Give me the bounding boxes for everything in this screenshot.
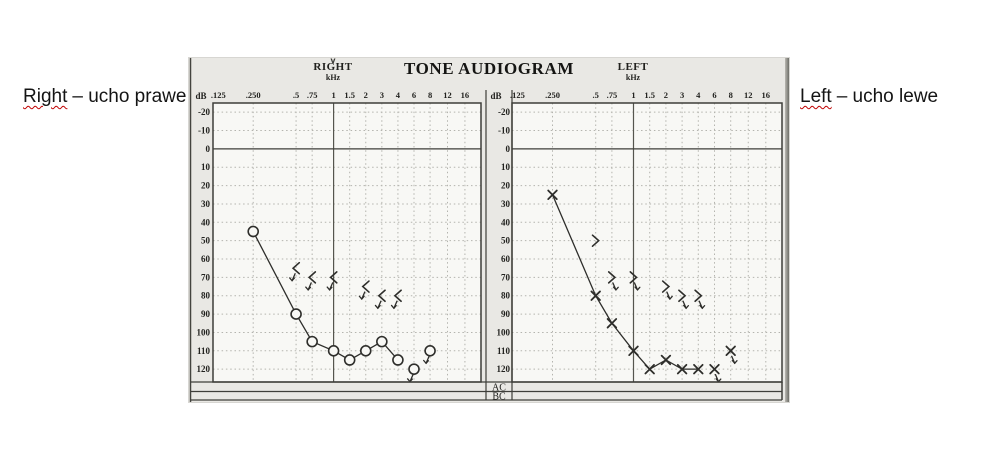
svg-text:70: 70 xyxy=(501,272,511,282)
svg-text:1.5: 1.5 xyxy=(344,90,355,100)
svg-text:110: 110 xyxy=(497,346,511,356)
left-bone-conduction xyxy=(591,234,600,247)
svg-text:10: 10 xyxy=(501,162,511,172)
svg-text:3: 3 xyxy=(380,90,384,100)
scan-edge-shadow xyxy=(785,58,789,402)
svg-text:.75: .75 xyxy=(607,90,618,100)
left-air-conduction-no-response xyxy=(709,345,738,383)
left-ear-annotation: Left – ucho lewe xyxy=(800,86,938,108)
left-ear-annotation-word: Left xyxy=(800,86,832,107)
svg-text:10: 10 xyxy=(201,162,211,172)
svg-text:16: 16 xyxy=(762,90,771,100)
svg-text:120: 120 xyxy=(497,364,511,374)
svg-text:16: 16 xyxy=(461,90,470,100)
right-ear-annotation: Right – ucho prawe xyxy=(23,86,186,108)
svg-text:8: 8 xyxy=(729,90,733,100)
svg-text:6: 6 xyxy=(412,90,416,100)
svg-text:80: 80 xyxy=(501,291,511,301)
svg-text:.125: .125 xyxy=(510,90,525,100)
svg-text:-20: -20 xyxy=(198,107,210,117)
svg-text:.250: .250 xyxy=(246,90,261,100)
check-mark: v xyxy=(330,58,336,65)
svg-text:1: 1 xyxy=(331,90,335,100)
form-title: TONE AUDIOGRAM xyxy=(403,59,575,78)
svg-text:70: 70 xyxy=(201,272,211,282)
svg-text:4: 4 xyxy=(696,90,701,100)
right-khz-label: kHz xyxy=(325,73,341,82)
svg-text:30: 30 xyxy=(501,199,511,209)
left-section-label: LEFT xyxy=(617,61,649,73)
svg-text:30: 30 xyxy=(201,199,211,209)
right-chart-axes: -20 -10 0 10 20 30 40 50 60 70 80 90 100 110 120 dB .125… xyxy=(195,90,469,374)
svg-text:1: 1 xyxy=(631,90,635,100)
svg-text:-20: -20 xyxy=(498,107,510,117)
svg-text:1.5: 1.5 xyxy=(644,90,655,100)
svg-text:dB: dB xyxy=(195,91,206,101)
right-section-header: RIGHT kHz xyxy=(273,61,393,82)
audiogram-scan: v RIGHT kHz TONE AUDIOGRAM LEFT kHz -20-… xyxy=(189,58,789,402)
left-chart-axes: -20 -10 0 10 20 30 40 50 60 70 80 90 100 110 120 dB .125… xyxy=(490,90,770,374)
svg-text:-10: -10 xyxy=(198,126,210,136)
right-bone-conduction-no-response xyxy=(289,261,402,310)
svg-text:90: 90 xyxy=(501,309,511,319)
right-section-label: RIGHT xyxy=(313,61,353,73)
svg-text:50: 50 xyxy=(201,236,211,246)
right-ear-chart: -20 -10 0 10 20 30 40 50 60 70 80 90 100 110 120 dB .125… xyxy=(195,90,482,383)
svg-text:AC: AC xyxy=(492,383,506,394)
svg-text:40: 40 xyxy=(201,217,211,227)
svg-text:0: 0 xyxy=(506,144,511,154)
svg-text:50: 50 xyxy=(501,236,511,246)
svg-text:12: 12 xyxy=(443,90,452,100)
svg-text:0: 0 xyxy=(206,144,211,154)
left-air-conduction xyxy=(547,189,704,375)
svg-text:BC: BC xyxy=(492,392,506,403)
svg-text:80: 80 xyxy=(201,291,211,301)
svg-text:100: 100 xyxy=(497,327,511,337)
svg-text:12: 12 xyxy=(744,90,753,100)
left-bone-conduction-no-response xyxy=(607,271,706,310)
right-air-conduction-no-response xyxy=(406,344,436,383)
svg-text:8: 8 xyxy=(428,90,432,100)
svg-text:-10: -10 xyxy=(498,126,510,136)
left-ear-annotation-translation: – ucho lewe xyxy=(836,86,939,107)
svg-text:4: 4 xyxy=(396,90,401,100)
svg-text:100: 100 xyxy=(197,327,211,337)
svg-text:60: 60 xyxy=(201,254,211,264)
svg-text:dB: dB xyxy=(490,91,501,101)
svg-text:.125: .125 xyxy=(211,90,226,100)
svg-text:90: 90 xyxy=(201,309,211,319)
svg-text:20: 20 xyxy=(501,181,511,191)
right-air-conduction xyxy=(247,225,404,366)
svg-text:120: 120 xyxy=(197,364,211,374)
svg-text:40: 40 xyxy=(501,217,511,227)
left-khz-label: kHz xyxy=(625,73,641,82)
left-section-header: LEFT kHz xyxy=(573,61,693,82)
svg-text:60: 60 xyxy=(501,254,511,264)
svg-text:6: 6 xyxy=(712,90,716,100)
svg-text:110: 110 xyxy=(197,346,211,356)
svg-text:.250: .250 xyxy=(545,90,560,100)
svg-text:.75: .75 xyxy=(307,90,318,100)
left-ear-chart: -20 -10 0 10 20 30 40 50 60 70 80 90 100 110 120 dB .125… xyxy=(490,90,783,383)
svg-text:20: 20 xyxy=(201,181,211,191)
right-ear-annotation-word: Right xyxy=(23,86,68,107)
right-ear-annotation-translation: – ucho prawe xyxy=(72,86,187,107)
svg-text:3: 3 xyxy=(680,90,684,100)
svg-text:2: 2 xyxy=(364,90,368,100)
svg-text:2: 2 xyxy=(664,90,668,100)
svg-text:.5: .5 xyxy=(293,90,299,100)
svg-text:.5: .5 xyxy=(593,90,599,100)
